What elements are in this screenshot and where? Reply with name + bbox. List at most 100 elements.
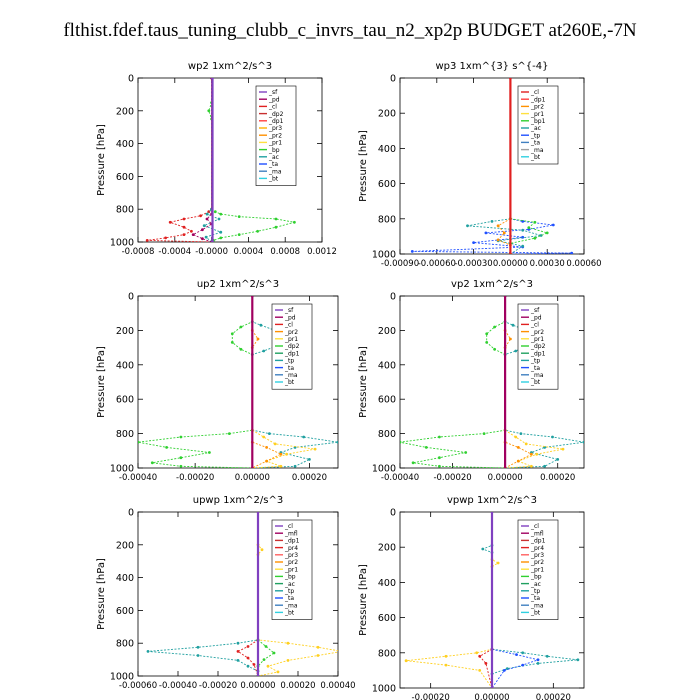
series-point [411, 461, 415, 465]
y-tick-label: 0 [128, 508, 134, 519]
series-point [273, 442, 277, 446]
series-point [521, 663, 525, 667]
series-line [252, 429, 316, 468]
y-tick-label: 1000 [372, 250, 396, 261]
series-point [313, 447, 317, 451]
series-line [481, 512, 578, 688]
legend-entry: _pr2 [268, 132, 282, 139]
series-point [274, 217, 278, 221]
series-point [196, 645, 200, 649]
series-point [490, 220, 494, 223]
y-tick-label: 400 [378, 578, 396, 589]
y-tick-label: 800 [116, 429, 134, 440]
legend-entry: _dp2 [530, 343, 546, 350]
series-point [138, 440, 140, 444]
legend-entry: _pd [284, 314, 296, 321]
series-line [504, 429, 564, 468]
legend-entry: _ma [530, 147, 544, 154]
legend-entry: _pr1 [268, 140, 282, 147]
series-point [438, 456, 441, 460]
y-tick-label: 200 [116, 326, 134, 337]
series-point [230, 341, 234, 344]
x-tick-label: 0.00040 [320, 681, 355, 691]
series-point [484, 231, 488, 235]
x-tick-label: -0.00020 [433, 473, 471, 483]
legend-entry: _bt [284, 379, 295, 386]
series-point [502, 669, 506, 672]
series-point [237, 215, 241, 219]
series-point [228, 432, 231, 435]
series-point [400, 440, 402, 444]
legend-entry: _pr2 [530, 559, 544, 566]
series-point [146, 650, 150, 653]
legend-entry: _ta [530, 140, 540, 147]
series-point [190, 229, 193, 233]
chart-title: wp2 1xm^2/s^3 [188, 61, 272, 72]
series-point [519, 432, 523, 435]
legend-entry: _cl [284, 523, 293, 530]
y-tick-label: 400 [378, 360, 396, 371]
series-point [535, 452, 539, 456]
chart-title: vp2 1xm^2/s^3 [451, 279, 533, 290]
legend-entry: _mfl [530, 530, 544, 537]
series-point [490, 686, 494, 688]
series-point [561, 447, 565, 451]
series-point [496, 238, 500, 242]
series-point [478, 669, 482, 672]
series-point [285, 452, 288, 456]
series-point [533, 220, 537, 224]
y-tick-label: 800 [378, 214, 396, 225]
series-point [493, 325, 496, 329]
legend-entry: _dp1 [268, 118, 284, 125]
series-point [205, 217, 209, 221]
series-point [484, 662, 488, 665]
series-point [230, 332, 234, 336]
series-point [219, 212, 223, 216]
series-point [265, 446, 268, 449]
series-point [237, 233, 241, 237]
legend-entry: _pr1 [530, 336, 544, 343]
series-point [570, 251, 574, 254]
series-point [262, 349, 266, 353]
y-tick-label: 400 [116, 139, 134, 150]
y-tick-label: 600 [116, 395, 134, 406]
chart-title: vpwp 1xm^2/s^3 [447, 495, 537, 506]
series-point [308, 458, 311, 461]
y-tick-label: 1000 [110, 238, 134, 249]
series-point [219, 230, 223, 234]
series-point [485, 332, 489, 336]
y-axis-label: Pressure [hPa] [358, 564, 369, 636]
chart-2: wp3 1xm^{3} s^{-4} Pressure [hPa] 0 200 400 6… [358, 61, 602, 269]
legend-entry: _ac [284, 581, 295, 588]
series-point [239, 347, 243, 351]
legend-entry: _ta [530, 595, 540, 602]
y-tick-label: 0 [390, 74, 396, 85]
chart-1: wp2 1xm^2/s^3 Pressure [hPa] 0 200 400 600 800… [96, 61, 337, 257]
series-point [543, 464, 546, 468]
series-point [208, 451, 211, 454]
legend-entry: _pr2 [530, 329, 544, 336]
x-tick-label: 0.00000 [488, 473, 523, 483]
legend-entry: _ma [284, 602, 298, 609]
y-tick-label: 1000 [372, 684, 396, 695]
legend-entry: _dp1 [530, 538, 546, 545]
series-point [481, 547, 485, 551]
series-point [515, 653, 518, 656]
series-point [472, 241, 475, 245]
legend-entry: _ac [530, 581, 541, 588]
series-point [521, 244, 525, 248]
legend-entry: _pd [268, 96, 280, 103]
legend-entry: _cl [530, 89, 539, 96]
series-point [279, 452, 283, 456]
x-tick-label: -0.00020 [412, 693, 450, 700]
series-point [521, 228, 525, 232]
series-point [496, 224, 500, 228]
y-tick-label: 800 [378, 648, 396, 659]
legend-entry: _pr1 [530, 566, 544, 573]
series-point [556, 458, 560, 461]
series-point [516, 446, 520, 449]
series-point [404, 659, 408, 663]
x-tick-label: 0.0012 [307, 247, 337, 257]
series-line [237, 639, 259, 676]
